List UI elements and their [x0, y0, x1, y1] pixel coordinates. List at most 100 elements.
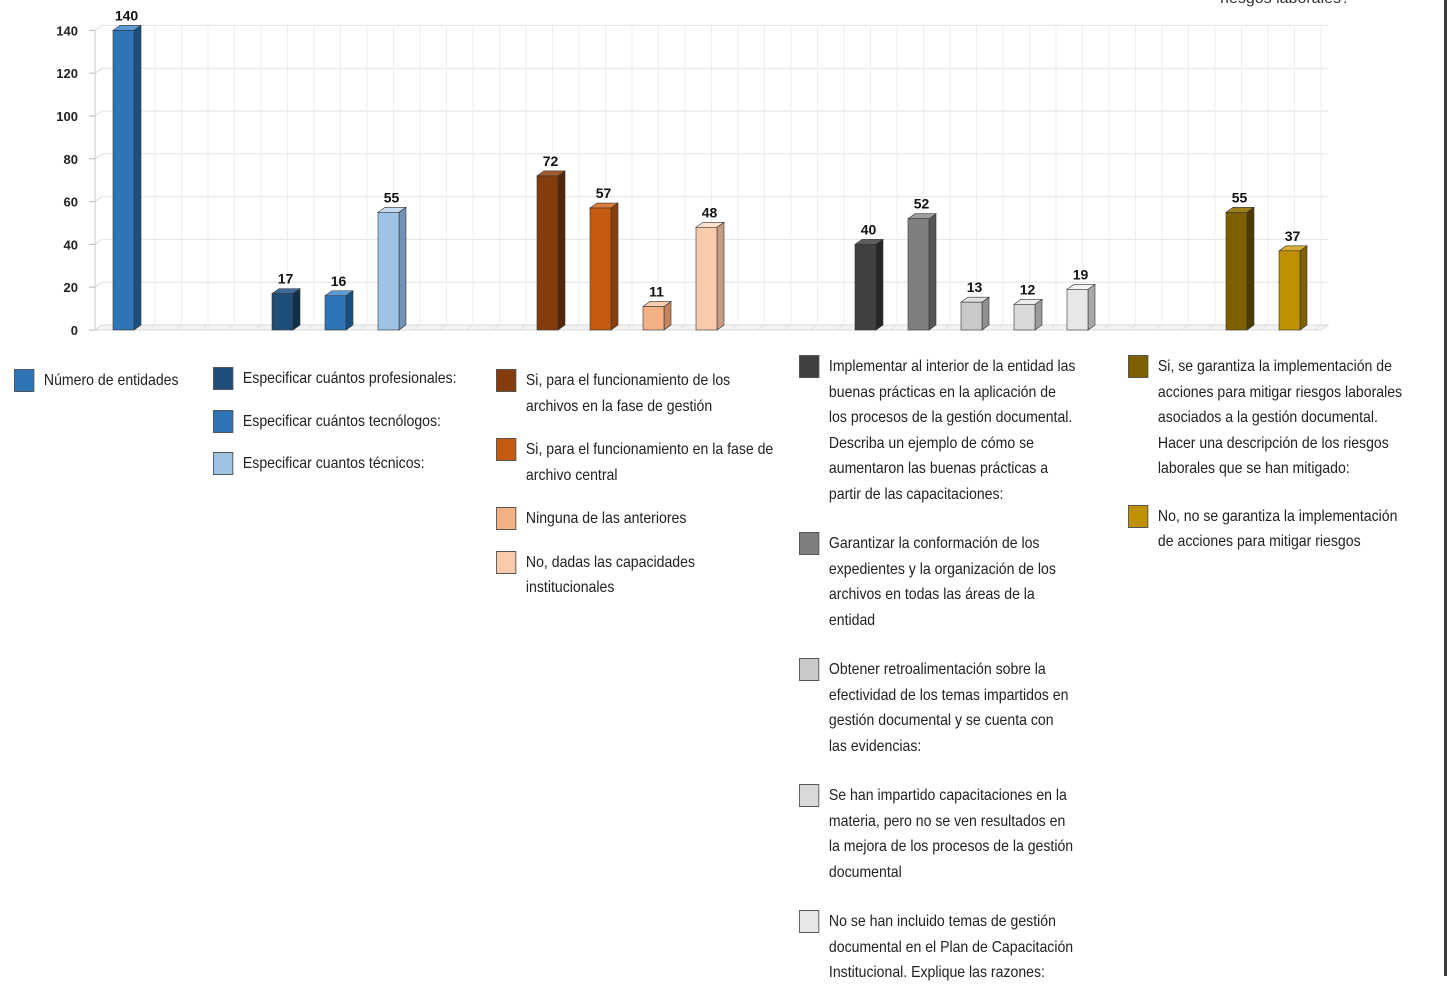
data-label: 12 [1020, 281, 1036, 297]
bar-side [875, 238, 884, 331]
legend-label: No, no se garantiza la implementación de … [1158, 504, 1397, 555]
legend-swatch [496, 550, 517, 574]
bar-front [1066, 289, 1089, 331]
bar: 40 [854, 221, 884, 331]
bar-side [610, 202, 619, 331]
legend-label: Número de entidades [44, 368, 179, 394]
bar-side [398, 206, 407, 331]
legend-label: Si, para el funcionamiento en la fase de… [526, 437, 773, 488]
legend-label: No, dadas las capacidades institucionales [526, 550, 695, 601]
data-label: 55 [1232, 189, 1248, 205]
data-label: 16 [331, 273, 347, 289]
legend-group-riesgos: Si, se garantiza la implementación de acc… [1128, 354, 1439, 555]
legend-swatch [799, 910, 820, 933]
legend-swatch [1128, 504, 1149, 528]
legend-swatch [213, 409, 234, 433]
bar: 17 [271, 271, 301, 331]
legend-label: Ninguna de las anteriores [526, 506, 686, 532]
legend-label: Se han impartido capacitaciones en la mat… [829, 783, 1073, 885]
legend-item: Si, se garantiza la implementación de acc… [1128, 354, 1402, 482]
legend-group-entidades: Número de entidades [14, 368, 201, 394]
bar-front [960, 301, 983, 331]
legend-label-line: Implementar al interior de la entidad la… [828, 358, 1076, 375]
bar-side [133, 24, 142, 331]
legend-label-line: Especificar cuantos técnicos: [242, 455, 425, 472]
bar-front [377, 212, 400, 331]
bar-front [854, 244, 877, 331]
legend-label-line: aumentaron las buenas prácticas a [828, 460, 1049, 477]
bar: 55 [1225, 189, 1255, 331]
legend-label-line: Si, para el funcionamiento de los [525, 372, 731, 389]
legend-label-line: Número de entidades [43, 372, 179, 389]
legend-item: Especificar cuantos técnicos: [213, 451, 457, 477]
bar: 11 [642, 283, 672, 331]
data-label: 19 [1073, 266, 1089, 282]
bar: 12 [1013, 281, 1043, 331]
y-tick-label: 140 [56, 23, 78, 38]
bar: 57 [589, 185, 619, 331]
bar-side [557, 170, 566, 331]
bar-front [1278, 250, 1301, 331]
legend-label-line: Describa un ejemplo de cómo se [828, 434, 1034, 452]
legend-label-line: Especificar cuántos tecnólogos: [242, 412, 441, 430]
bar-side [1246, 206, 1255, 331]
legend-label: Especificar cuántos profesionales: [243, 366, 457, 392]
y-tick-label: 20 [64, 280, 78, 295]
legend-swatch [496, 507, 517, 530]
bar: 72 [536, 153, 566, 331]
bar: 48 [695, 204, 725, 331]
legend-label-line: los procesos de la gestión documental. [828, 409, 1073, 426]
legend-label-line: archivos en la fase de gestión [525, 397, 713, 415]
legend-item: Si, para el funcionamiento de los archivo… [496, 368, 773, 419]
bar: 13 [960, 279, 990, 331]
bar-front [112, 30, 135, 331]
bar-side [1087, 283, 1096, 331]
bar-front [642, 306, 665, 331]
legend-label-line: archivos en todas las áreas de la [828, 586, 1035, 603]
legend-label-line: Institucional. Explique las razones: [828, 964, 1045, 981]
bar: 55 [377, 189, 407, 331]
legend-label: Especificar cuántos tecnólogos: [243, 409, 441, 435]
legend-swatch [213, 367, 234, 390]
legend-swatch [799, 658, 820, 681]
legend-label-line: la mejora de los procesos de la gestión [828, 838, 1074, 855]
legend-label-line: acciones para mitigar riesgos laborales [1157, 383, 1403, 401]
legend-label-line: buenas prácticas en la aplicación de [828, 383, 1056, 401]
bars: 140 17 16 55 72 57 11 48 40 52 13 12 19 55 37 [112, 7, 1308, 331]
bar-front [536, 175, 559, 331]
y-tick-label: 40 [64, 237, 78, 252]
legend-label-line: Si, para el funcionamiento en la fase de [525, 441, 774, 458]
bar-front [1013, 304, 1036, 331]
legend-item: Especificar cuántos tecnólogos: [213, 409, 457, 435]
legend-item: Garantizar la conformación de los expedie… [799, 531, 1075, 633]
data-label: 140 [115, 7, 139, 23]
legend-swatch [213, 452, 234, 475]
legend-label-line: gestión documental y se cuenta con [828, 712, 1054, 729]
legend-label-line: Se han impartido capacitaciones en la [828, 787, 1067, 804]
bar-front [907, 218, 930, 331]
data-label: 17 [278, 271, 294, 287]
legend-label: Si, para el funcionamiento de los archivo… [526, 368, 730, 419]
legend-swatch [14, 369, 35, 392]
legend-label-line: No, no se garantiza la implementación [1157, 507, 1398, 525]
legend-swatch [799, 355, 820, 378]
legend-swatch [799, 532, 820, 555]
legend-label: Si, se garantiza la implementación de acc… [1158, 354, 1402, 482]
data-label: 48 [702, 204, 718, 220]
legend-label: No se han incluido temas de gestión docum… [829, 909, 1073, 986]
legend-label-line: documental en el Plan de Capacitación [828, 938, 1074, 956]
legend-label-line: Obtener retroalimentación sobre la [828, 661, 1046, 678]
legend-group-capacitaciones: Implementar al interior de la entidad la… [799, 354, 1113, 986]
legend-label-line: No se han incluido temas de gestión [828, 913, 1056, 930]
legend-label-line: expedientes y la organización de los [828, 560, 1056, 578]
chart-title-fragment: riesgos laborales? [1150, 0, 1420, 8]
bar-side [345, 290, 354, 331]
bar-side [928, 213, 937, 331]
legend-item: Implementar al interior de la entidad la… [799, 354, 1075, 507]
legend-label-line: las evidencias: [828, 737, 922, 755]
bar: 52 [907, 196, 937, 331]
data-label: 57 [596, 185, 612, 201]
legend-label-line: Especificar cuántos profesionales: [242, 370, 457, 387]
legend-label-line: Si, se garantiza la implementación de [1157, 358, 1392, 375]
legend-item: No, no se garantiza la implementación de … [1128, 504, 1402, 555]
